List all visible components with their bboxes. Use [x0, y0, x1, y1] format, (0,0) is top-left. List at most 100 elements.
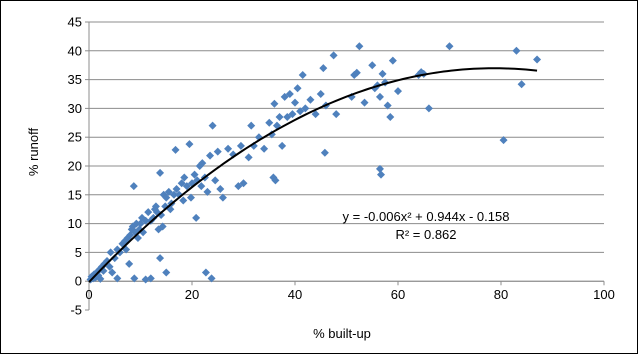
data-point-95	[265, 118, 274, 127]
data-point-88	[236, 141, 245, 150]
data-point-76	[201, 268, 210, 277]
data-point-106	[288, 110, 297, 119]
data-point-25	[126, 231, 135, 240]
data-point-103	[280, 92, 289, 101]
y-tick-label-9: 40	[68, 43, 82, 58]
data-point-82	[213, 147, 222, 156]
data-point-131	[378, 69, 387, 78]
data-point-19	[115, 248, 124, 257]
data-point-70	[192, 213, 201, 222]
data-point-13	[105, 262, 114, 271]
x-tick-label-2: 40	[288, 287, 302, 302]
data-point-122	[352, 68, 361, 77]
y-tick-label-0: -5	[70, 303, 82, 318]
data-points	[86, 42, 542, 284]
x-tick-label-5: 100	[593, 287, 615, 302]
data-point-8	[96, 274, 105, 283]
data-point-99	[271, 176, 280, 185]
data-point-101	[275, 113, 284, 122]
data-point-15	[108, 268, 117, 277]
data-point-28	[129, 182, 138, 191]
data-point-85	[224, 144, 233, 153]
data-point-144	[517, 80, 526, 89]
data-point-102	[278, 141, 287, 150]
data-point-41	[146, 274, 155, 283]
data-point-65	[182, 182, 191, 191]
trendline-equation: y = -0.006x² + 0.944x - 0.158	[343, 209, 510, 224]
data-point-63	[179, 196, 188, 205]
x-axis-ticks: 0 20 40 60 80 100	[85, 281, 615, 302]
data-point-54	[162, 268, 171, 277]
data-point-105	[285, 90, 294, 98]
data-point-81	[211, 176, 220, 185]
gridlines	[88, 21, 604, 310]
data-point-91	[247, 121, 256, 130]
trendline-group	[88, 67, 538, 283]
data-point-64	[180, 173, 189, 182]
data-point-136	[394, 87, 402, 96]
x-tick-label-4: 80	[494, 287, 508, 302]
data-point-77	[203, 187, 212, 196]
data-point-125	[368, 61, 377, 70]
data-point-47	[156, 168, 165, 177]
data-point-50	[158, 222, 167, 231]
data-point-108	[293, 84, 302, 93]
data-point-114	[316, 90, 325, 98]
data-point-116	[320, 148, 329, 157]
data-point-133	[383, 101, 392, 110]
data-point-98	[270, 99, 279, 108]
data-point-113	[311, 110, 320, 119]
data-point-83	[216, 185, 225, 194]
data-point-34	[136, 219, 145, 228]
data-point-111	[301, 104, 310, 113]
data-point-143	[512, 46, 521, 55]
y-tick-label-2: 5	[75, 245, 82, 260]
data-point-67	[186, 193, 195, 202]
data-point-16	[110, 254, 119, 263]
data-point-31	[132, 219, 141, 228]
data-point-69	[190, 170, 199, 179]
data-point-74	[198, 159, 207, 168]
data-point-79	[207, 274, 216, 283]
data-point-134	[386, 113, 395, 122]
data-point-24	[125, 259, 134, 268]
data-point-118	[329, 51, 338, 60]
y-tick-label-1: 0	[75, 274, 82, 289]
data-point-12	[103, 257, 112, 266]
data-point-80	[208, 121, 217, 130]
data-point-58	[169, 190, 178, 199]
data-point-44	[151, 202, 160, 211]
data-point-62	[177, 179, 186, 188]
trendline-r-squared: R² = 0.862	[395, 227, 456, 242]
data-point-141	[445, 42, 454, 51]
data-point-55	[164, 187, 173, 196]
data-point-89	[239, 179, 248, 188]
data-point-53	[162, 193, 171, 202]
y-tick-label-8: 35	[68, 72, 82, 87]
y-axis-title: % runoff	[26, 128, 41, 177]
x-tick-label-0: 0	[85, 287, 92, 302]
data-point-73	[197, 182, 206, 191]
data-point-37	[141, 216, 150, 225]
y-tick-label-7: 30	[68, 101, 82, 116]
x-tick-label-1: 20	[185, 287, 199, 302]
y-tick-label-4: 15	[68, 187, 82, 202]
data-point-140	[424, 104, 433, 113]
data-point-14	[106, 248, 115, 257]
data-point-49	[157, 210, 166, 219]
data-point-94	[260, 144, 269, 153]
data-point-115	[319, 64, 328, 73]
y-tick-label-3: 10	[68, 216, 82, 231]
data-point-123	[355, 42, 364, 51]
data-point-130	[377, 170, 386, 179]
data-point-59	[171, 145, 180, 154]
data-point-78	[206, 151, 215, 160]
data-point-109	[296, 107, 305, 116]
x-axis-title: % built-up	[313, 326, 371, 341]
data-point-129	[375, 164, 384, 173]
data-point-128	[375, 92, 384, 101]
data-point-90	[244, 153, 253, 162]
data-point-87	[234, 182, 243, 191]
